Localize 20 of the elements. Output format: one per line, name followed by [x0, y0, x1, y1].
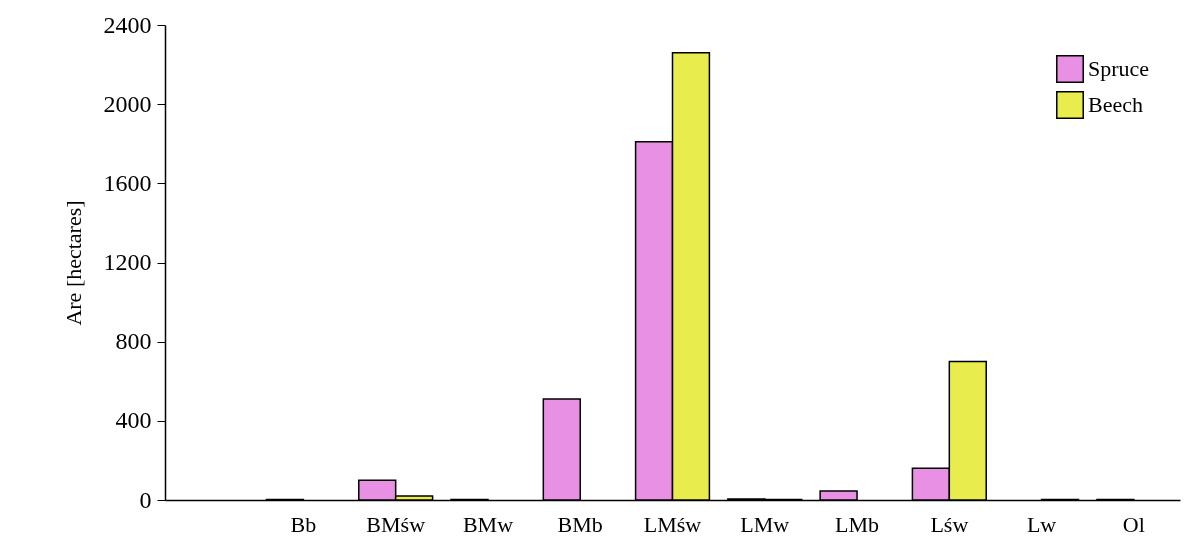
y-tick-label: 1600 — [103, 169, 152, 196]
legend-label: Spruce — [1088, 56, 1150, 81]
x-tick-label: Ol — [1122, 511, 1145, 537]
x-tick-label: BMb — [557, 511, 603, 537]
legend-label: Beech — [1088, 92, 1143, 117]
x-tick-label: LMw — [740, 511, 790, 537]
y-axis-title: Are [hectares] — [60, 200, 86, 326]
y-tick-label: 2400 — [103, 11, 152, 38]
y-tick-label: 0 — [139, 486, 152, 513]
x-tick-label: BMśw — [366, 511, 426, 537]
y-tick-label: 800 — [115, 328, 152, 355]
y-tick-label: 2000 — [103, 90, 152, 117]
x-tick-label: LMb — [835, 511, 880, 537]
x-tick-label: Bb — [290, 511, 317, 537]
x-tick-label: Lśw — [930, 511, 969, 537]
x-tick-label: LMśw — [643, 511, 702, 537]
y-tick-label: 1200 — [103, 249, 152, 275]
x-tick-label: Lw — [1026, 511, 1057, 537]
y-tick-label: 400 — [115, 407, 152, 434]
x-tick-label: BMw — [462, 511, 514, 537]
